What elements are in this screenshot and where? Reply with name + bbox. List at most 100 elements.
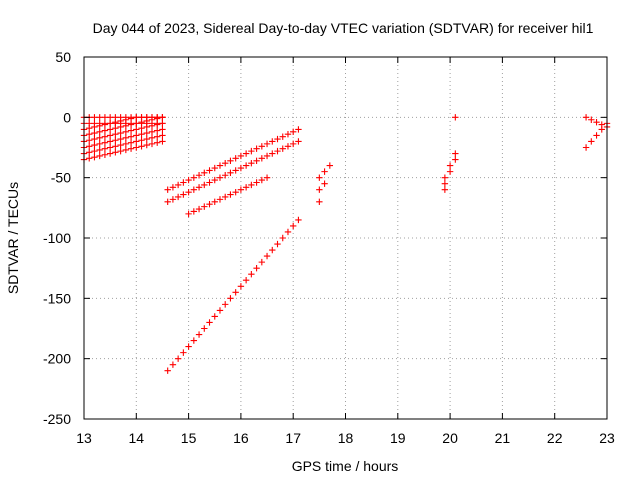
data-point xyxy=(148,128,156,136)
data-point xyxy=(86,124,93,132)
data-point xyxy=(101,145,109,152)
data-point xyxy=(269,246,276,254)
data-point xyxy=(263,252,271,260)
data-point xyxy=(122,140,130,148)
series-arc-n xyxy=(441,114,459,193)
y-tick-label: -150 xyxy=(43,290,71,306)
data-point xyxy=(253,179,260,186)
data-point xyxy=(127,127,135,134)
x-tick-label: 22 xyxy=(547,430,563,446)
data-point xyxy=(164,186,171,193)
series-arc-m xyxy=(316,162,334,205)
data-point xyxy=(290,222,297,230)
data-point xyxy=(253,157,260,164)
data-point xyxy=(91,129,98,137)
data-point xyxy=(174,193,182,201)
data-point xyxy=(258,258,266,266)
data-point xyxy=(316,198,323,205)
data-point xyxy=(154,139,161,146)
data-point xyxy=(185,176,192,184)
data-series xyxy=(80,114,611,374)
x-tick-label: 23 xyxy=(599,430,615,446)
data-point xyxy=(441,174,449,181)
data-point xyxy=(143,135,150,143)
data-point xyxy=(106,132,114,139)
data-point xyxy=(117,129,124,137)
data-point xyxy=(206,179,213,186)
x-tick-label: 15 xyxy=(181,430,197,446)
data-point xyxy=(274,135,281,143)
data-point xyxy=(127,121,135,128)
data-point xyxy=(127,145,135,152)
data-point xyxy=(106,120,114,127)
data-point xyxy=(127,133,135,140)
data-point xyxy=(242,162,250,169)
data-point xyxy=(101,127,109,134)
data-point xyxy=(190,337,198,344)
data-point xyxy=(159,120,166,127)
data-point xyxy=(284,143,292,150)
data-point xyxy=(174,181,182,189)
data-point xyxy=(326,162,334,169)
data-point xyxy=(122,134,130,142)
data-point xyxy=(143,123,150,131)
y-tick-label: 0 xyxy=(63,109,71,125)
data-point xyxy=(274,240,281,248)
data-point xyxy=(206,201,213,208)
data-point xyxy=(96,146,103,154)
data-point xyxy=(180,191,187,198)
data-point xyxy=(284,131,292,138)
y-axis-label: SDTVAR / TECUs xyxy=(5,182,21,294)
data-point xyxy=(148,140,156,148)
data-point xyxy=(133,138,140,145)
series-arc-h xyxy=(80,138,166,163)
data-point xyxy=(112,118,119,126)
data-point xyxy=(101,121,109,128)
data-point xyxy=(164,367,171,374)
data-point xyxy=(211,164,218,172)
data-point xyxy=(138,143,145,150)
data-point xyxy=(133,132,140,139)
data-point xyxy=(237,164,245,172)
data-point xyxy=(284,228,292,236)
data-point xyxy=(452,156,459,163)
data-point xyxy=(446,162,454,169)
data-point xyxy=(195,172,203,179)
data-point xyxy=(127,139,135,146)
data-point xyxy=(242,184,250,191)
data-point xyxy=(159,138,166,145)
data-point xyxy=(112,131,119,138)
data-point xyxy=(222,301,229,308)
data-point xyxy=(216,307,224,314)
series-arc-f xyxy=(80,126,166,151)
data-point xyxy=(169,196,177,203)
data-point xyxy=(96,134,103,142)
data-point xyxy=(232,167,239,174)
series-arc-l xyxy=(185,174,271,218)
data-point xyxy=(237,283,245,290)
data-point xyxy=(148,116,156,123)
data-point xyxy=(211,176,218,184)
data-point xyxy=(253,264,260,272)
data-point xyxy=(86,149,93,156)
data-point xyxy=(133,120,140,127)
data-point xyxy=(195,205,203,213)
data-point xyxy=(117,135,124,143)
data-point xyxy=(441,180,449,187)
x-axis-label: GPS time / hours xyxy=(292,458,399,474)
data-point xyxy=(154,127,161,134)
series-arc-k xyxy=(164,216,302,374)
y-tick-label: -50 xyxy=(51,170,71,186)
x-tick-label: 17 xyxy=(285,430,301,446)
data-point xyxy=(154,115,161,122)
data-point xyxy=(122,146,130,154)
data-point xyxy=(242,150,250,157)
data-point xyxy=(133,126,140,133)
data-point xyxy=(91,153,98,161)
data-point xyxy=(101,133,109,140)
data-point xyxy=(143,129,150,137)
data-point xyxy=(106,138,114,145)
data-point xyxy=(248,147,255,155)
data-point xyxy=(237,186,245,193)
data-point xyxy=(216,174,224,181)
